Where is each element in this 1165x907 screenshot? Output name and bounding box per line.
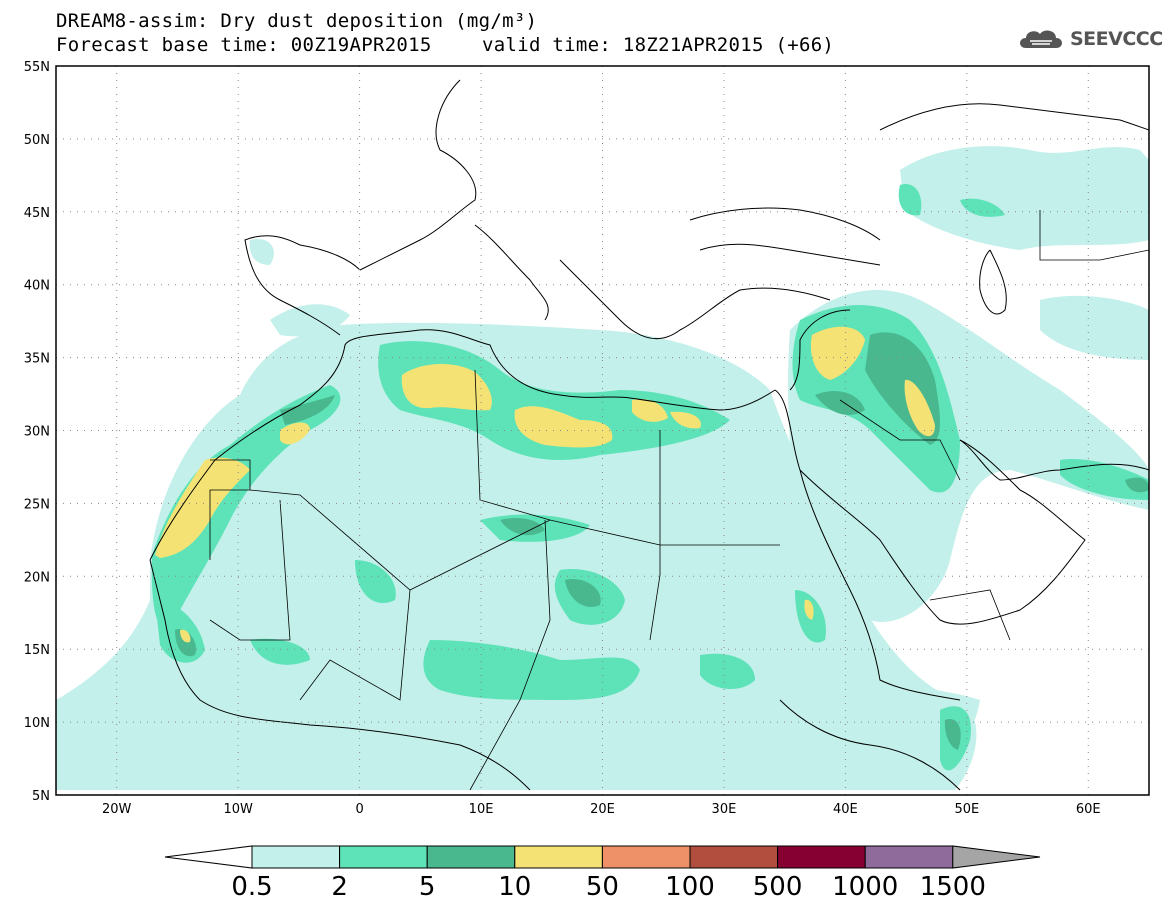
coastline-balkans-turkey <box>559 259 831 340</box>
colorbar-label: 2 <box>331 872 348 902</box>
latitude-labels: 5N 10N 15N 20N 25N 30N 35N 40N 45N 50N 55N <box>24 60 50 804</box>
cloud-icon <box>1020 30 1062 48</box>
coastline-red-sea-west <box>774 389 961 701</box>
longitude-labels: 20W 10W 0 10E 20E 30E 40E 50E 60E <box>102 802 1101 817</box>
latitude-label: 45N <box>24 206 50 221</box>
dust-level-yellow <box>155 326 935 643</box>
latitude-label: 20N <box>24 570 50 585</box>
map-frame <box>55 65 1150 796</box>
coastline-west-africa <box>149 559 531 791</box>
longitude-label: 10W <box>223 802 253 817</box>
longitude-label: 10E <box>469 802 494 817</box>
longitude-label: 60E <box>1076 802 1101 817</box>
latitude-label: 25N <box>24 497 50 512</box>
longitude-label: 50E <box>954 802 979 817</box>
colorbar-label: 1500 <box>920 872 986 902</box>
coastline-iberia <box>244 235 361 336</box>
colorbar-label: 100 <box>665 872 715 902</box>
coastline-horn <box>779 699 961 791</box>
map-area <box>56 66 1149 795</box>
colorbar-segment <box>426 845 516 869</box>
colorbar-underflow-triangle <box>164 845 253 869</box>
forecast-base-time: Forecast base time: 00Z19APR2015 <box>56 34 432 56</box>
coastline-france <box>359 79 477 271</box>
colorbar-segment <box>251 845 341 869</box>
longitude-label: 40E <box>833 802 858 817</box>
colorbar-label: 50 <box>586 872 619 902</box>
coastline-north-africa <box>149 329 776 561</box>
colorbar-segment <box>864 845 954 869</box>
colorbar-label: 0.5 <box>231 872 272 902</box>
colorbar-segment <box>689 845 779 869</box>
coastline-black-sea-south <box>699 243 881 266</box>
latitude-label: 5N <box>32 789 50 804</box>
coastline-italy <box>474 224 549 321</box>
latitude-label: 55N <box>24 60 50 75</box>
coastline-gulf <box>959 439 1149 481</box>
longitude-label: 20E <box>590 802 615 817</box>
country-borders <box>209 210 1149 791</box>
map-title: DREAM8-assim: Dry dust deposition (mg/m³… <box>56 10 538 32</box>
coastline-north-east <box>879 103 1149 131</box>
colorbar-overflow-triangle <box>952 845 1041 869</box>
colorbar-segment <box>601 845 691 869</box>
coastlines <box>149 79 1149 791</box>
colorbar-segment <box>777 845 866 869</box>
latitude-label: 10N <box>24 716 50 731</box>
longitude-label: 30E <box>712 802 737 817</box>
longitude-label: 0 <box>355 802 363 817</box>
coastline-levant <box>789 309 851 391</box>
colorbar-label: 10 <box>498 872 531 902</box>
colorbar-segment <box>514 845 603 869</box>
colorbar-label: 1000 <box>832 872 898 902</box>
coastline-arabia <box>799 439 1086 625</box>
latitude-label: 30N <box>24 425 50 440</box>
latitude-label: 40N <box>24 279 50 294</box>
latitude-label: 35N <box>24 352 50 367</box>
colorbar-segment <box>339 845 428 869</box>
colorbar: 0.5 2 5 10 50 100 500 1000 1500 <box>164 845 1041 902</box>
latitude-label: 50N <box>24 133 50 148</box>
logo-text: SEEVCCC <box>1070 28 1163 50</box>
longitude-label: 20W <box>102 802 132 817</box>
valid-time: valid time: 18Z21APR2015 (+66) <box>482 34 835 56</box>
coastline-black-sea-north <box>689 207 881 241</box>
latitude-label: 15N <box>24 643 50 658</box>
seevccc-logo: SEEVCCC <box>1016 26 1163 52</box>
colorbar-label: 5 <box>419 872 436 902</box>
graticule <box>56 66 1149 795</box>
colorbar-label: 500 <box>753 872 803 902</box>
coastline-caspian <box>979 249 1007 315</box>
